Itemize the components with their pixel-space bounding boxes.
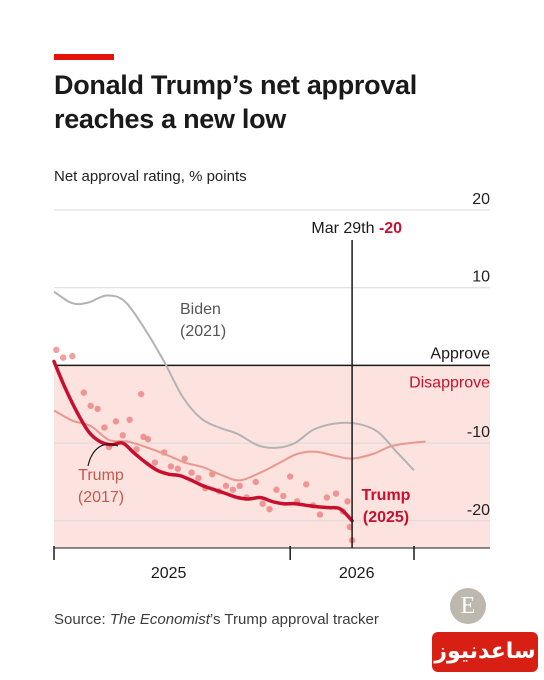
y-tick-label: 20 <box>472 191 490 208</box>
source-note: Source: The Economist’s Trump approval t… <box>54 611 379 628</box>
disapprove-label: Disapprove <box>409 374 490 391</box>
poll-point <box>236 482 243 490</box>
poll-point <box>53 346 60 354</box>
poll-point <box>101 424 108 431</box>
series-label: (2025) <box>363 509 409 526</box>
poll-point <box>133 446 140 453</box>
date-marker-label: Mar 29th -20 <box>311 220 402 237</box>
approve-label: Approve <box>430 345 490 362</box>
poll-point <box>303 481 310 488</box>
poll-point <box>80 389 88 396</box>
poll-point <box>87 402 94 410</box>
poll-point <box>174 465 182 472</box>
series-label: Trump <box>78 467 124 484</box>
poll-point <box>119 432 126 439</box>
poll-point <box>323 494 331 501</box>
watermark-logo: ساعدنیوز <box>432 632 538 672</box>
x-tick-label: 2025 <box>151 565 187 582</box>
x-tick-label: 2026 <box>339 565 375 582</box>
series-label: (2017) <box>78 489 124 506</box>
accent-bar <box>54 54 114 60</box>
poll-point <box>151 459 159 466</box>
y-tick-labels: 20 10 -10 -20 <box>467 191 490 519</box>
x-ticks: 2025 2026 <box>53 546 415 582</box>
disapprove-band <box>54 365 490 548</box>
series-label: (2021) <box>180 323 226 340</box>
poll-point <box>112 418 120 425</box>
economist-logo: E <box>450 588 486 624</box>
date-marker-value: -20 <box>379 220 402 237</box>
poll-point <box>137 390 145 398</box>
poll-point <box>286 473 294 480</box>
poll-point <box>332 490 340 497</box>
series-line-biden-2021 <box>53 290 415 471</box>
source-publication: The Economist <box>109 611 210 628</box>
series-line-trump-2025 <box>52 359 354 523</box>
chart-title: Donald Trump’s net approval reaches a ne… <box>54 70 417 134</box>
chart: 20 10 -10 -20 Approve Disapprove 2025 2026 M… <box>52 191 490 582</box>
poll-point <box>266 505 273 513</box>
series-labels: Biden (2021) Trump (2017) Trump (2025) <box>78 301 411 526</box>
poll-point <box>259 500 266 507</box>
poll-point <box>273 486 280 493</box>
poll-point <box>195 474 202 482</box>
poll-point <box>280 492 287 500</box>
poll-point <box>181 455 188 462</box>
poll-point <box>252 478 259 486</box>
poll-point <box>229 486 237 493</box>
poll-point <box>126 416 133 423</box>
date-marker-date: Mar 29th <box>311 220 374 237</box>
poll-point <box>144 436 152 443</box>
y-tick-label: -10 <box>467 424 490 441</box>
y-tick-label: -20 <box>467 502 490 519</box>
poll-point <box>94 405 101 413</box>
series-line-trump-2017 <box>53 409 426 482</box>
poll-point <box>316 511 324 518</box>
poll-point <box>222 482 230 490</box>
series-label: Trump <box>362 487 411 504</box>
poll-point <box>167 463 175 470</box>
poll-point <box>344 498 351 505</box>
y-axis-title: Net approval rating, % points <box>54 168 247 185</box>
poll-point <box>59 354 67 361</box>
y-tick-label: 10 <box>472 269 490 286</box>
poll-point <box>188 469 195 476</box>
series-label: Biden <box>180 301 221 318</box>
poll-point <box>69 352 76 360</box>
trump-2017-label-leader <box>87 443 119 467</box>
